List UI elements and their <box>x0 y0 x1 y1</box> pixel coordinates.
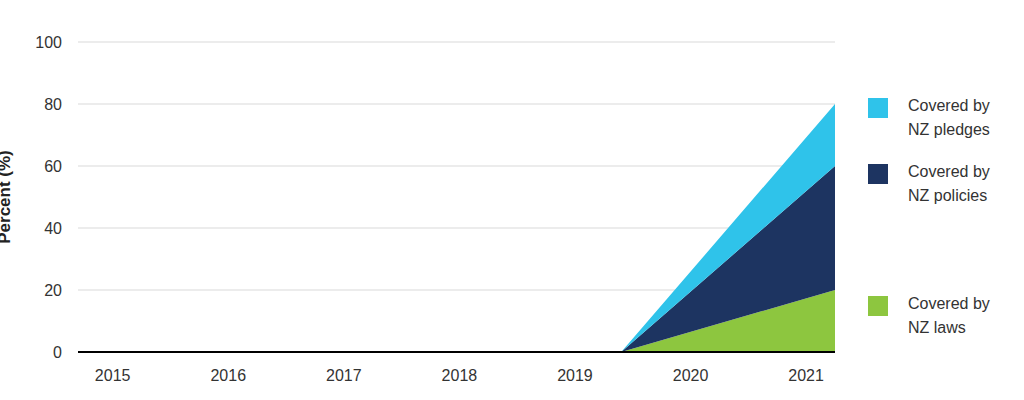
svg-text:80: 80 <box>44 96 62 113</box>
svg-text:2021: 2021 <box>788 367 824 384</box>
svg-text:0: 0 <box>53 344 62 361</box>
svg-text:2018: 2018 <box>442 367 478 384</box>
svg-text:20: 20 <box>44 282 62 299</box>
svg-text:2019: 2019 <box>557 367 593 384</box>
svg-text:Percent (%): Percent (%) <box>8 150 14 244</box>
html-text:Covered by NZ policies: Covered by NZ policies <box>908 163 990 204</box>
svg-text:2020: 2020 <box>673 367 709 384</box>
svg-text:100: 100 <box>35 34 62 51</box>
svg-text:2017: 2017 <box>326 367 362 384</box>
svg-text:40: 40 <box>44 220 62 237</box>
svg-text:2016: 2016 <box>210 367 246 384</box>
svg-text:60: 60 <box>44 158 62 175</box>
html-text:Covered by NZ laws: Covered by NZ laws <box>908 295 990 336</box>
svg-text:2015: 2015 <box>95 367 131 384</box>
html-text:Covered by NZ pledges: Covered by NZ pledges <box>908 97 990 138</box>
